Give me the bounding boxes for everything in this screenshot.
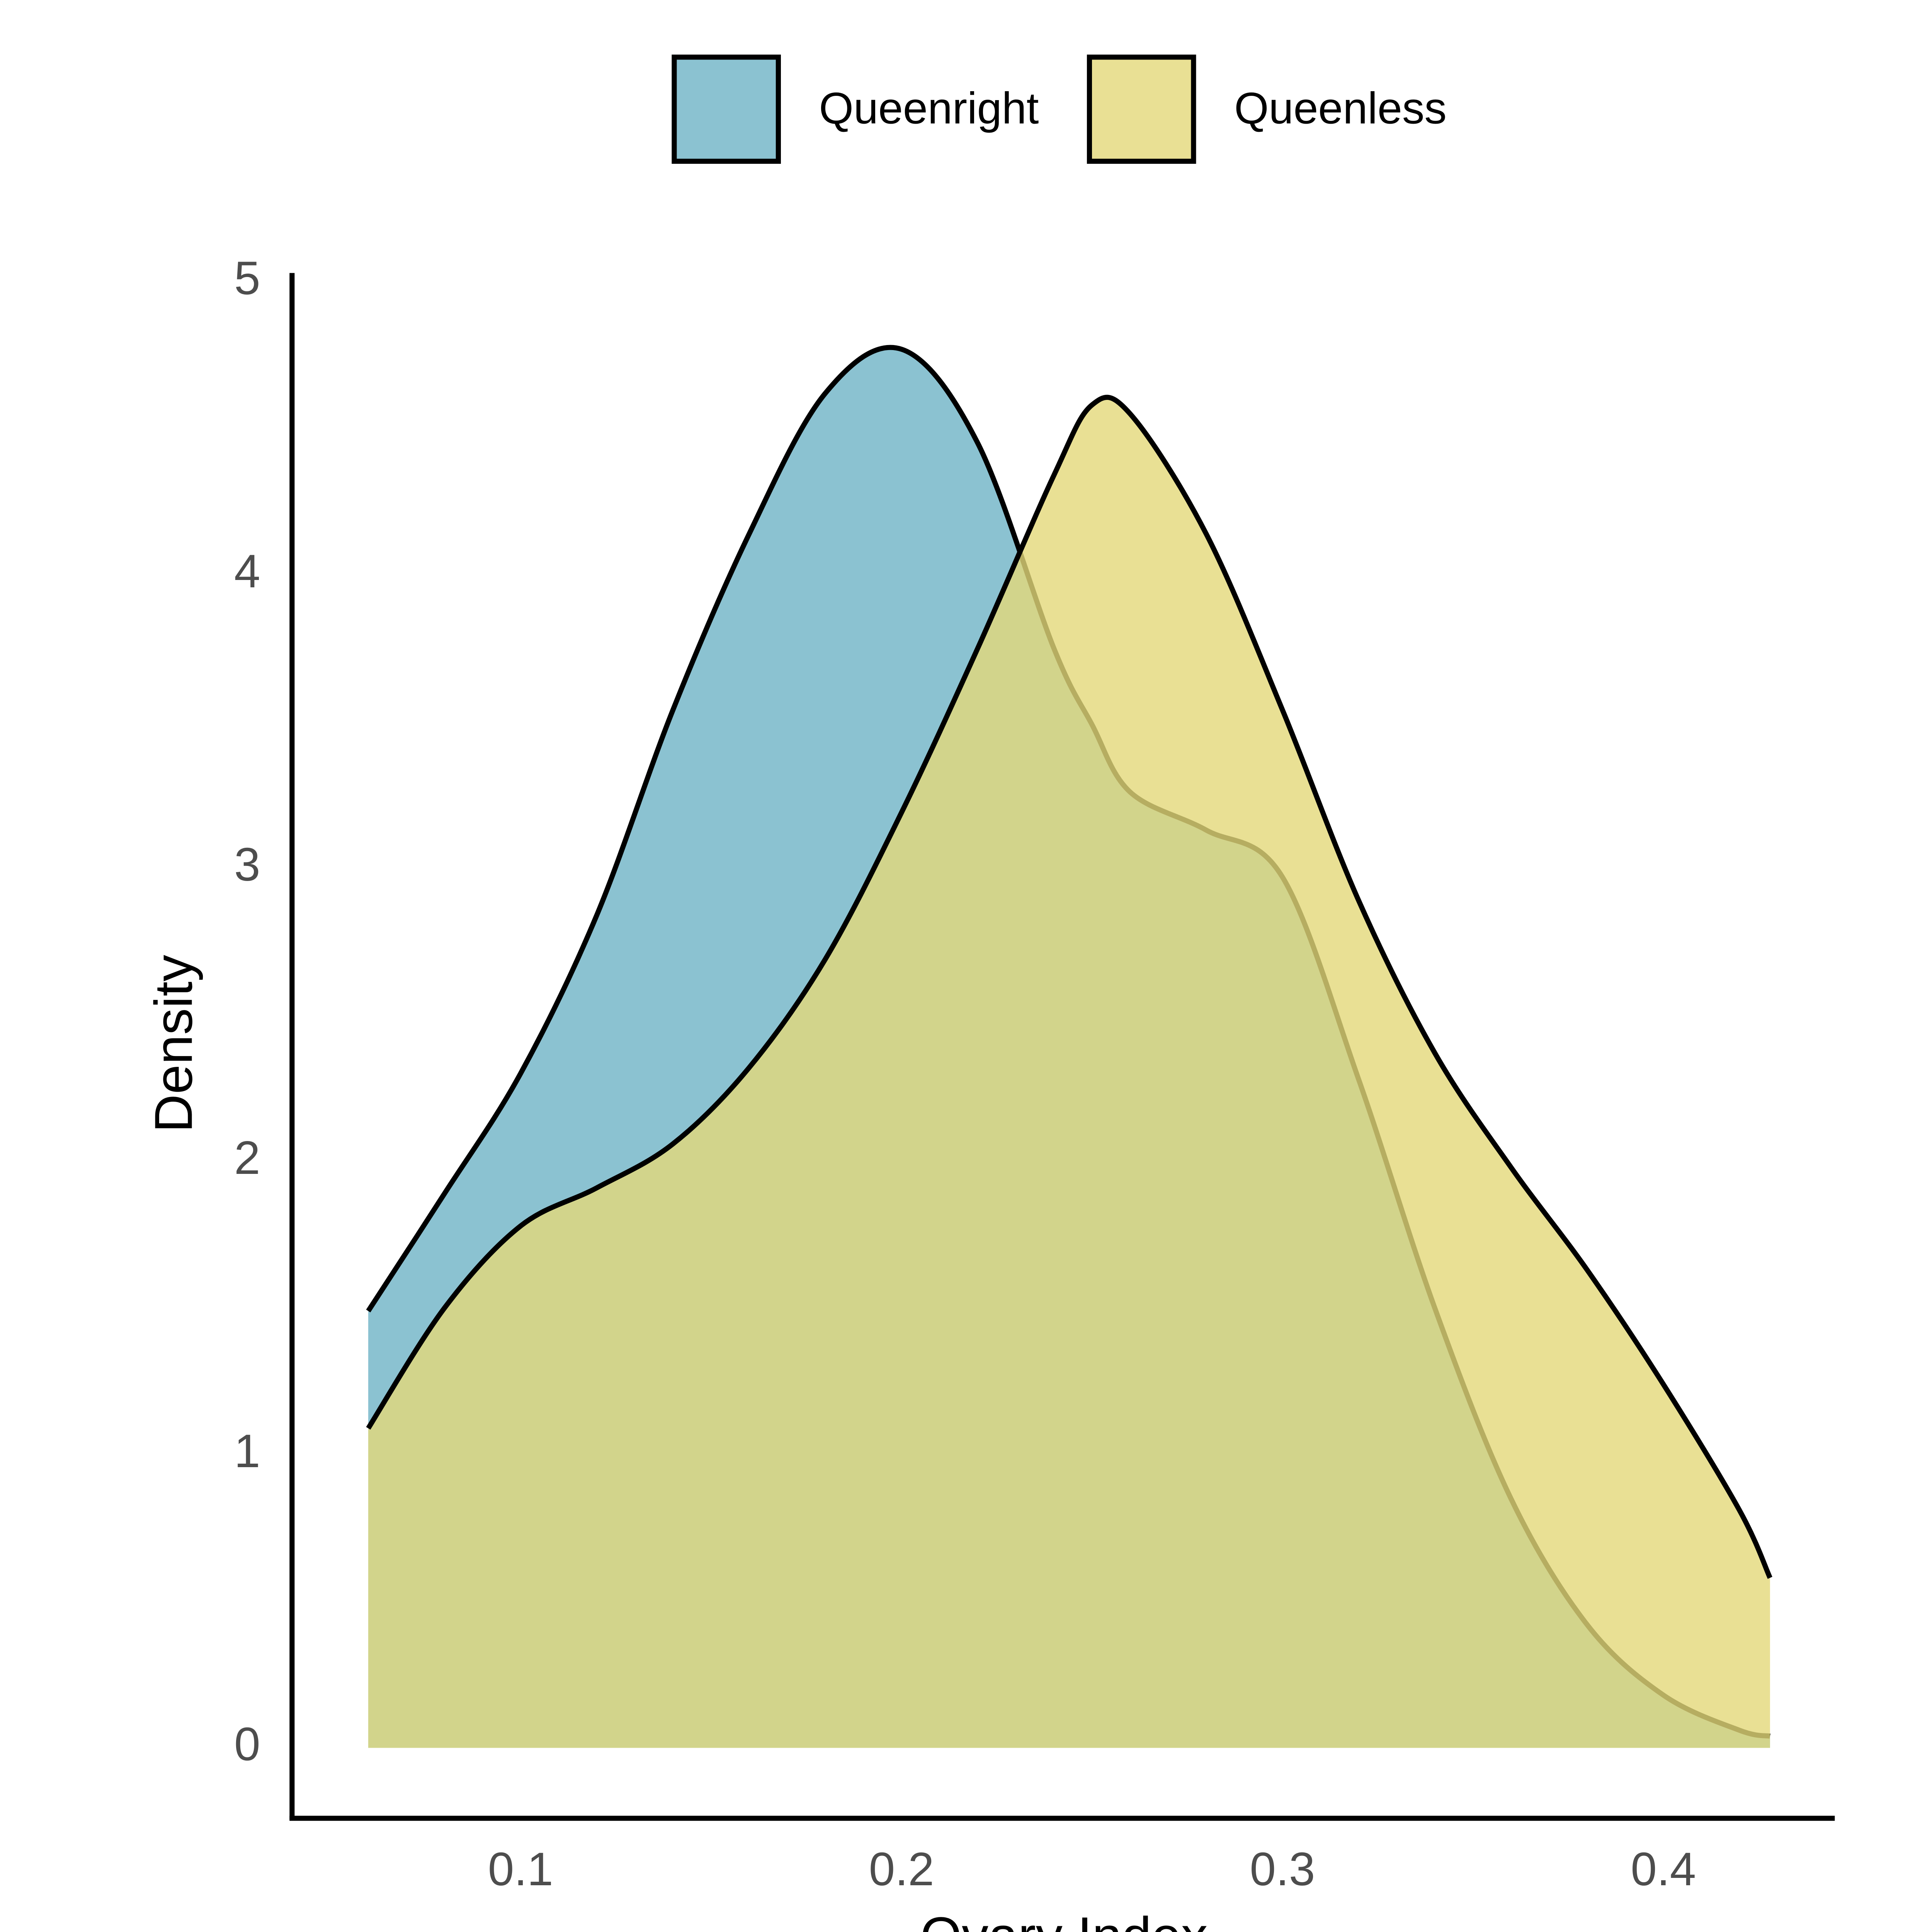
legend-label: Queenright xyxy=(819,84,1039,133)
x-tick-label: 0.4 xyxy=(1631,1843,1696,1895)
x-axis-title: Ovary Index xyxy=(920,1906,1208,1932)
y-axis-title: Density xyxy=(144,955,204,1133)
legend-label: Queenless xyxy=(1234,84,1447,133)
x-tick-label: 0.1 xyxy=(488,1843,553,1895)
x-tick-label: 0.3 xyxy=(1250,1843,1315,1895)
x-tick-label: 0.2 xyxy=(869,1843,934,1895)
y-tick-label: 4 xyxy=(234,545,260,597)
legend-swatch xyxy=(1087,54,1196,164)
y-tick-label: 5 xyxy=(234,252,260,304)
y-tick-label: 0 xyxy=(234,1718,260,1770)
y-tick-label: 2 xyxy=(234,1131,260,1184)
density-area xyxy=(368,397,1770,1748)
y-tick-label: 3 xyxy=(234,838,260,891)
density-line xyxy=(366,395,1772,1579)
y-tick-label: 1 xyxy=(234,1425,260,1477)
legend-swatch xyxy=(672,54,781,164)
